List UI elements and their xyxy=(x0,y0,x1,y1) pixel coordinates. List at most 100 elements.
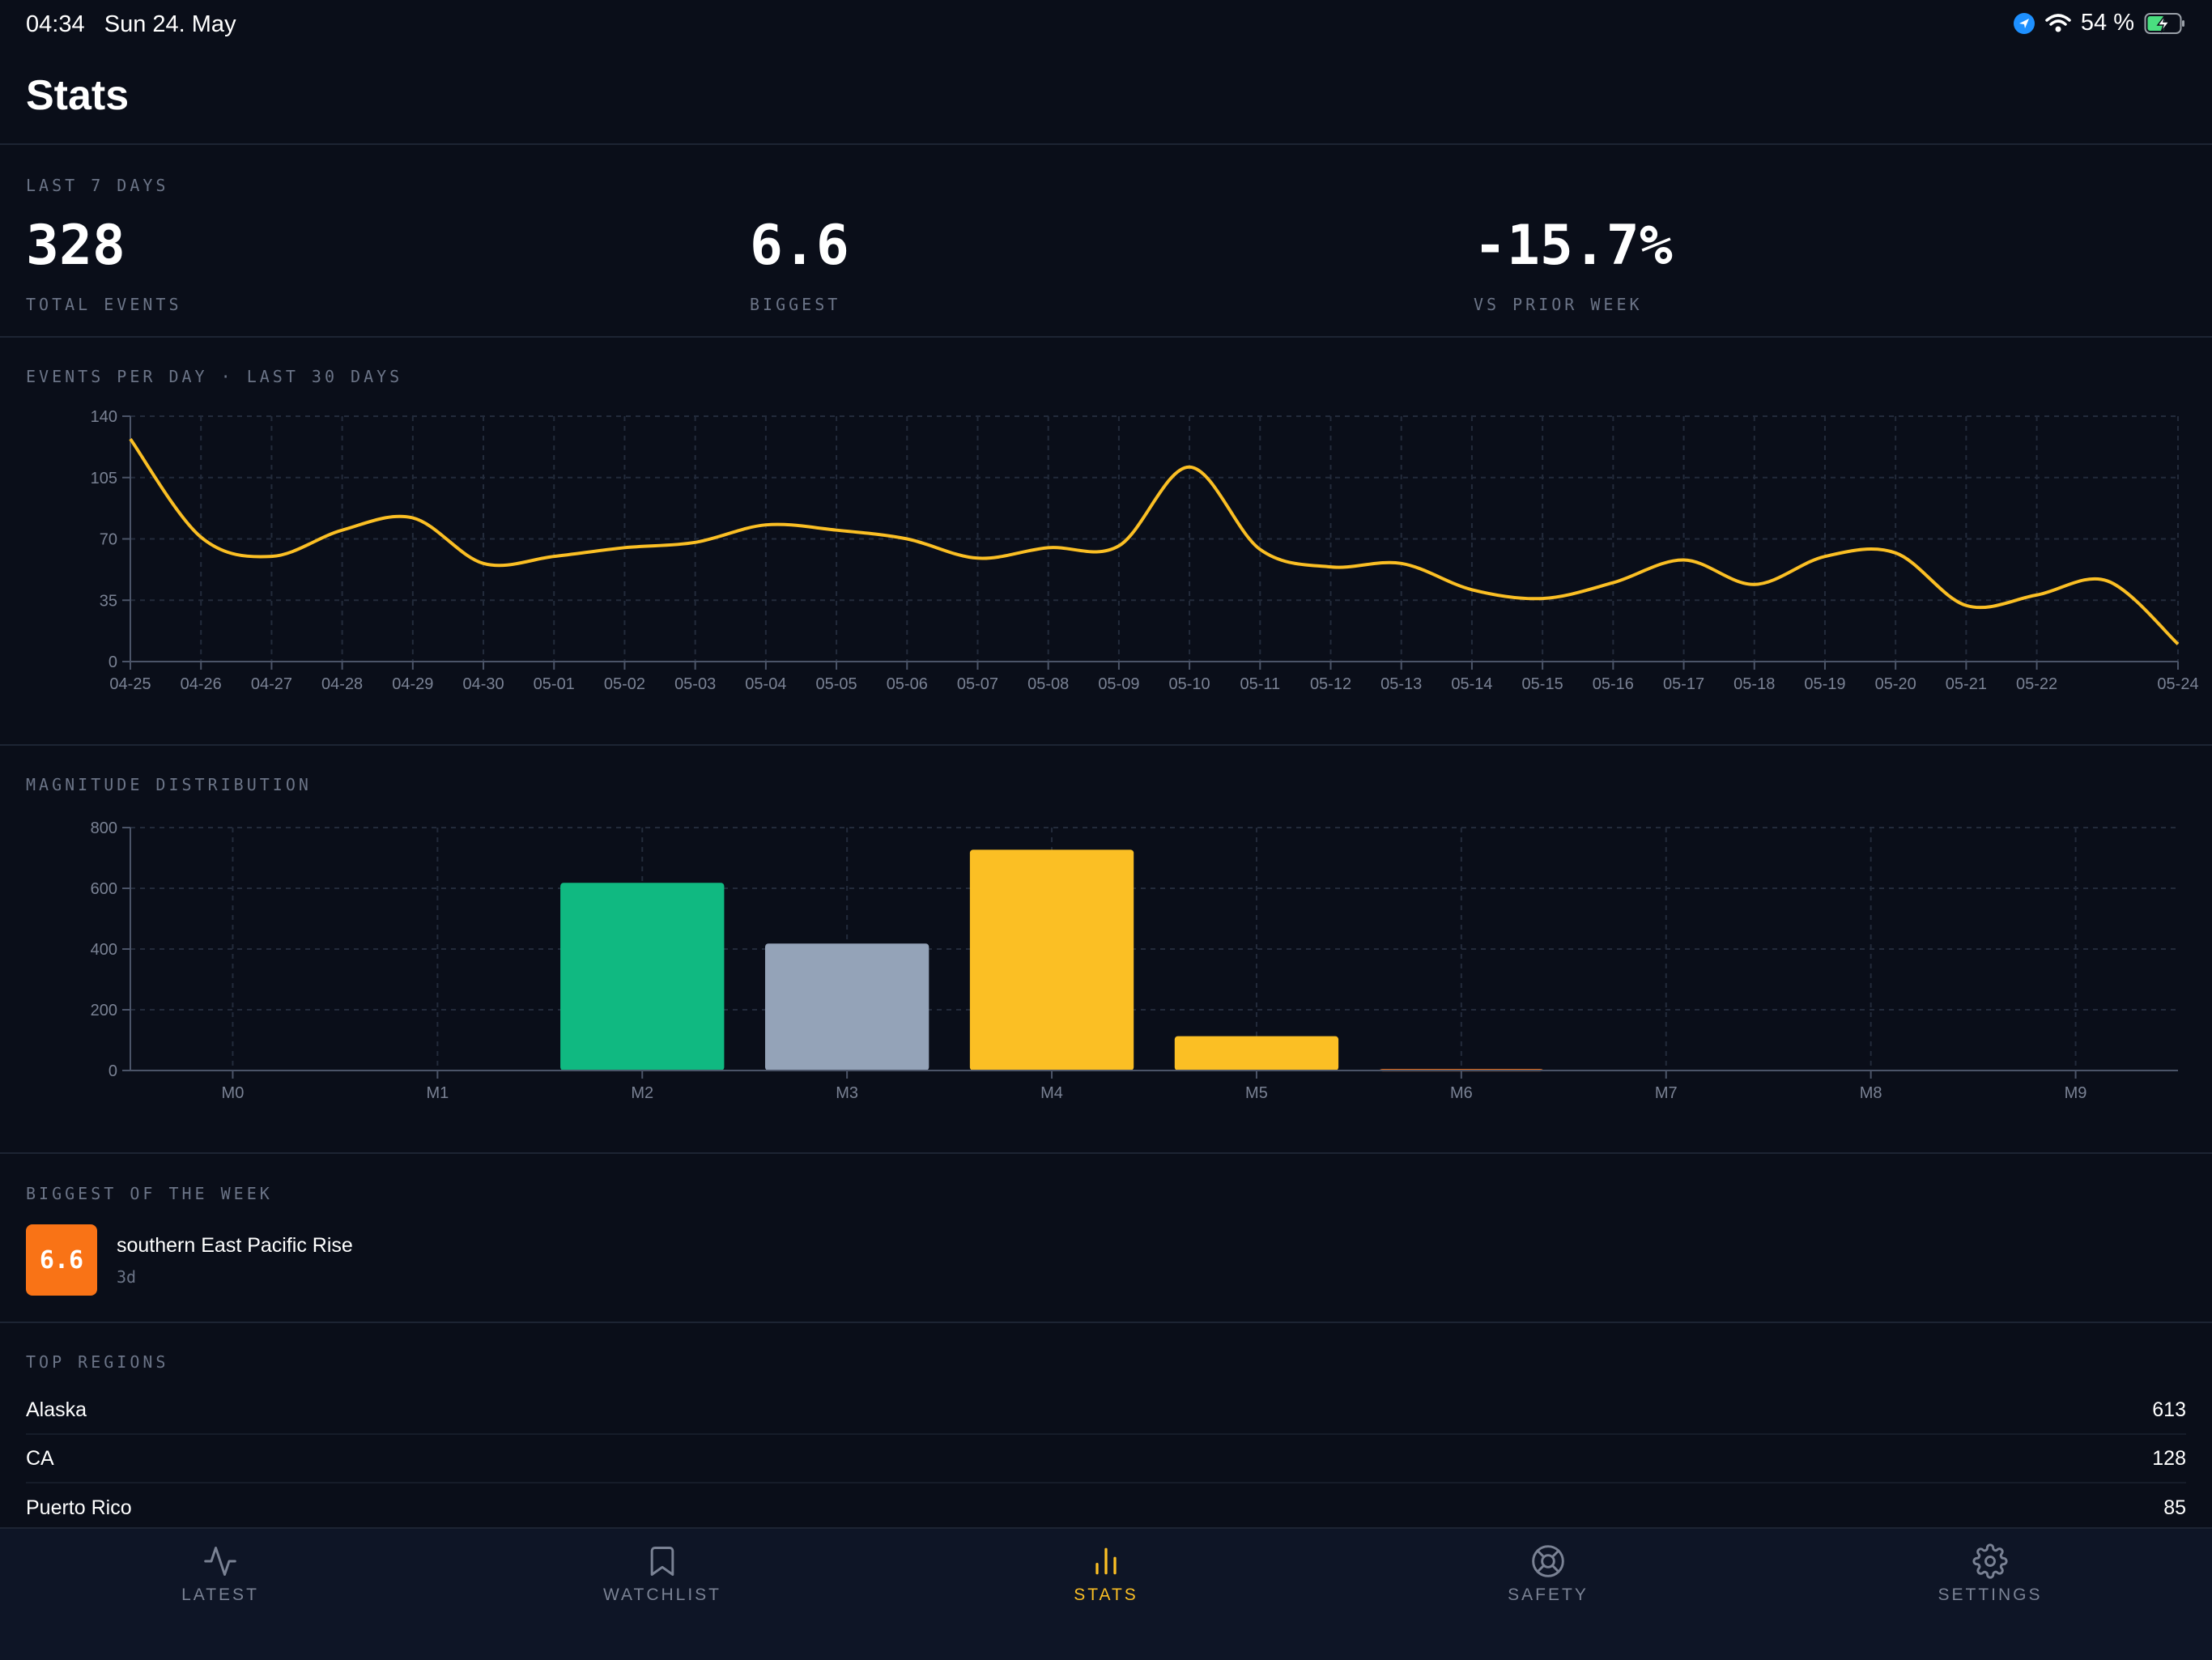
x-tick-label: 04-26 xyxy=(181,675,222,693)
y-tick-label: 70 xyxy=(100,531,117,549)
tab-label: STATS xyxy=(1074,1586,1138,1604)
kpi-vs-prior-label: VS PRIOR WEEK xyxy=(1474,295,1643,314)
x-tick-label: 05-24 xyxy=(2157,675,2198,693)
x-tick-label: 05-06 xyxy=(887,675,928,693)
activity-icon xyxy=(204,1547,236,1576)
x-tick-label: 05-14 xyxy=(1451,675,1492,693)
status-date: Sun 24. May xyxy=(104,11,236,37)
x-tick-label: M2 xyxy=(631,1084,653,1102)
x-tick-label: 05-13 xyxy=(1380,675,1422,693)
y-tick-label: 35 xyxy=(100,592,117,610)
battery-percent: 54 % xyxy=(2080,10,2134,36)
x-tick-label: 05-07 xyxy=(957,675,998,693)
x-tick-label: 05-09 xyxy=(1098,675,1139,693)
y-tick-label: 400 xyxy=(91,941,117,959)
status-indicators: 54 % xyxy=(2013,10,2186,36)
x-tick-label: 05-16 xyxy=(1593,675,1634,693)
bar-chart-title: MAGNITUDE DISTRIBUTION xyxy=(26,775,312,794)
summary-section-label: LAST 7 DAYS xyxy=(26,176,169,195)
x-tick-label: 05-10 xyxy=(1169,675,1210,693)
region-row[interactable]: CA 128 xyxy=(26,1435,2186,1483)
biggest-event-row[interactable]: 6.6 southern East Pacific Rise 3d xyxy=(26,1224,353,1296)
location-icon xyxy=(2013,12,2035,34)
x-tick-label: 05-18 xyxy=(1733,675,1775,693)
kpi-total-events-label: TOTAL EVENTS xyxy=(26,295,182,314)
x-tick-label: M6 xyxy=(1450,1084,1473,1102)
x-tick-label: M5 xyxy=(1245,1084,1268,1102)
x-tick-label: 04-29 xyxy=(392,675,433,693)
x-tick-label: 05-15 xyxy=(1522,675,1563,693)
x-tick-label: 05-17 xyxy=(1663,675,1704,693)
region-row[interactable]: Puerto Rico 85 xyxy=(26,1483,2186,1532)
y-tick-label: 600 xyxy=(91,880,117,898)
battery-icon xyxy=(2144,12,2184,34)
bar-chart-icon xyxy=(1095,1547,1117,1575)
kpi-vs-prior-value: -15.7% xyxy=(1474,214,1673,278)
x-tick-label: 04-30 xyxy=(462,675,504,693)
x-tick-label: M1 xyxy=(426,1084,449,1102)
tab-latest[interactable]: LATEST xyxy=(99,1543,342,1605)
biggest-event-age: 3d xyxy=(117,1266,137,1287)
x-tick-label: 05-20 xyxy=(1875,675,1916,693)
tab-safety[interactable]: SAFETY xyxy=(1427,1543,1670,1605)
x-tick-label: M4 xyxy=(1040,1084,1063,1102)
x-tick-label: M7 xyxy=(1655,1084,1678,1102)
line-chart-title: EVENTS PER DAY · LAST 30 DAYS xyxy=(26,367,403,386)
x-tick-label: M8 xyxy=(1860,1084,1882,1102)
x-tick-label: 05-12 xyxy=(1310,675,1351,693)
x-tick-label: 05-03 xyxy=(674,675,716,693)
bar xyxy=(560,883,725,1070)
x-tick-label: 05-22 xyxy=(2016,675,2057,693)
tab-watchlist[interactable]: WATCHLIST xyxy=(541,1543,784,1605)
tab-label: SETTINGS xyxy=(1938,1586,2043,1604)
kpi-total-events-value: 328 xyxy=(26,214,125,278)
biggest-event-info: southern East Pacific Rise 3d xyxy=(117,1234,353,1287)
events-per-day-chart: 0 35 70 105 140 04-25 04-26 04-27 04-28 04-29 04-3… xyxy=(91,408,2199,693)
y-tick-label: 140 xyxy=(91,408,117,426)
kpi-vs-prior-week: -15.7% VS PRIOR WEEK xyxy=(1474,214,1673,315)
divider xyxy=(0,744,2212,746)
x-tick-label: 05-21 xyxy=(1946,675,1987,693)
x-tick-label: 05-05 xyxy=(815,675,857,693)
divider xyxy=(0,336,2212,338)
x-tick-label: 04-27 xyxy=(251,675,292,693)
x-tick-label: 05-01 xyxy=(534,675,575,693)
x-tick-label: M9 xyxy=(2065,1084,2087,1102)
tab-stats[interactable]: STATS xyxy=(985,1543,1227,1605)
x-tick-label: 05-19 xyxy=(1804,675,1845,693)
biggest-event-place: southern East Pacific Rise xyxy=(117,1233,353,1257)
biggest-week-label: BIGGEST OF THE WEEK xyxy=(26,1184,273,1203)
magnitude-distribution-chart: 0 200 400 600 800 M0 M1 M2 M3 M4 M5 M6 M7 M8 M9 xyxy=(91,819,2178,1102)
region-count: 85 xyxy=(2163,1496,2186,1519)
tab-bar: LATEST WATCHLIST STATS SAFETY SETTINGS xyxy=(0,1527,2212,1660)
status-time-date: 04:34 Sun 24. May xyxy=(26,11,236,38)
x-tick-label: M3 xyxy=(836,1084,858,1102)
region-count: 613 xyxy=(2152,1398,2186,1421)
region-row[interactable]: Alaska 613 xyxy=(26,1386,2186,1435)
region-name: CA xyxy=(26,1446,54,1470)
divider xyxy=(0,143,2212,145)
kpi-biggest: 6.6 BIGGEST xyxy=(750,219,849,315)
x-tick-label: 05-08 xyxy=(1027,675,1069,693)
y-tick-label: 0 xyxy=(108,653,117,671)
x-tick-label: 04-28 xyxy=(321,675,363,693)
tab-settings[interactable]: SETTINGS xyxy=(1869,1543,2112,1605)
gear-icon xyxy=(1972,1543,2008,1579)
magnitude-badge: 6.6 xyxy=(26,1224,97,1296)
page-title: Stats xyxy=(26,72,130,119)
bar xyxy=(764,943,929,1070)
x-tick-label: 04-25 xyxy=(109,675,151,693)
region-name: Puerto Rico xyxy=(26,1496,132,1519)
wifi-icon xyxy=(2045,13,2071,32)
y-tick-label: 105 xyxy=(91,470,117,487)
status-time: 04:34 xyxy=(26,11,85,37)
life-buoy-icon xyxy=(1532,1545,1564,1577)
divider xyxy=(0,1152,2212,1154)
x-tick-label: 05-04 xyxy=(745,675,786,693)
series-line xyxy=(129,437,2180,645)
y-tick-label: 0 xyxy=(108,1062,117,1080)
bookmark-icon xyxy=(650,1547,674,1576)
x-tick-label: 05-02 xyxy=(604,675,645,693)
y-tick-label: 200 xyxy=(91,1002,117,1019)
tab-label: SAFETY xyxy=(1508,1586,1589,1604)
